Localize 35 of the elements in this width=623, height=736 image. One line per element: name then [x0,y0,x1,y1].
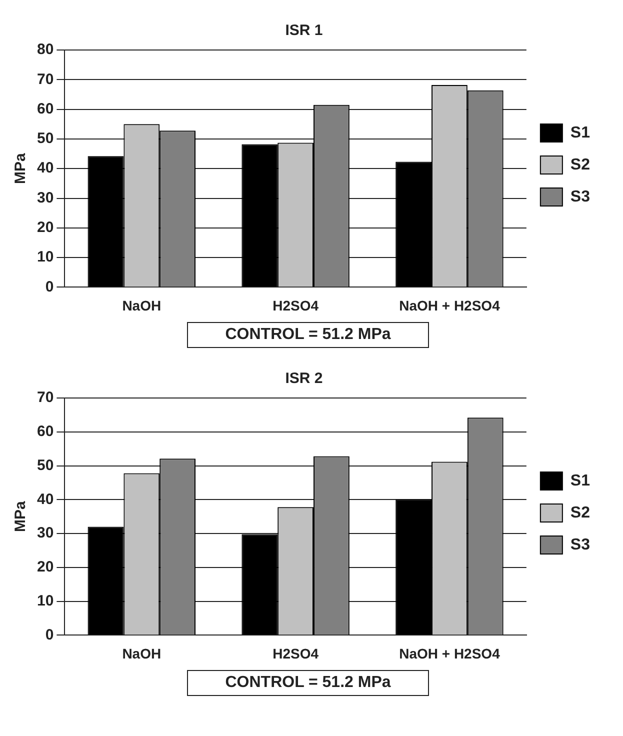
y-tick-label: 80 [36,41,54,58]
y-tick-label: 10 [36,248,54,266]
text: CONTROL = 51.2 MPa [187,670,429,696]
legend-label: S1 [570,472,590,490]
y-tick-label: 20 [36,219,54,236]
y-tick-label: 60 [36,423,54,440]
legend-label: S3 [570,188,590,206]
y-tick-label: 60 [36,100,54,118]
y-tick-label: 70 [36,70,54,88]
y-tick-label: 70 [36,389,54,406]
legend-label: S2 [570,156,590,174]
chart-title: ISR 2 [285,370,323,388]
y-tick-label: 0 [45,278,54,296]
legend-label: S1 [570,124,590,142]
y-tick-label: 40 [36,160,54,177]
y-tick-label: 20 [36,558,54,576]
y-tick-label: 50 [36,456,54,474]
y-tick-label: 0 [45,626,54,644]
x-tick-label: NaOH + H2SO4 [399,645,500,662]
x-tick-label: H2SO4 [272,645,319,662]
y-tick-label: 30 [36,189,54,206]
y-tick-label: 30 [36,524,54,542]
y-tick-label: 40 [36,490,54,508]
x-tick-label: NaOH + H2SO4 [399,297,500,314]
y-tick-label: 50 [36,130,54,148]
y-axis-title: MPa [12,152,30,184]
legend-label: S3 [570,536,590,554]
x-tick-label: NaOH [122,645,162,662]
legend-label: S2 [570,504,590,522]
x-tick-label: H2SO4 [272,297,319,314]
chart-title: ISR 1 [285,22,323,40]
text: CONTROL = 51.2 MPa [187,322,429,348]
x-tick-label: NaOH [122,297,162,314]
y-axis-title: MPa [12,500,30,532]
y-tick-label: 10 [36,592,54,610]
